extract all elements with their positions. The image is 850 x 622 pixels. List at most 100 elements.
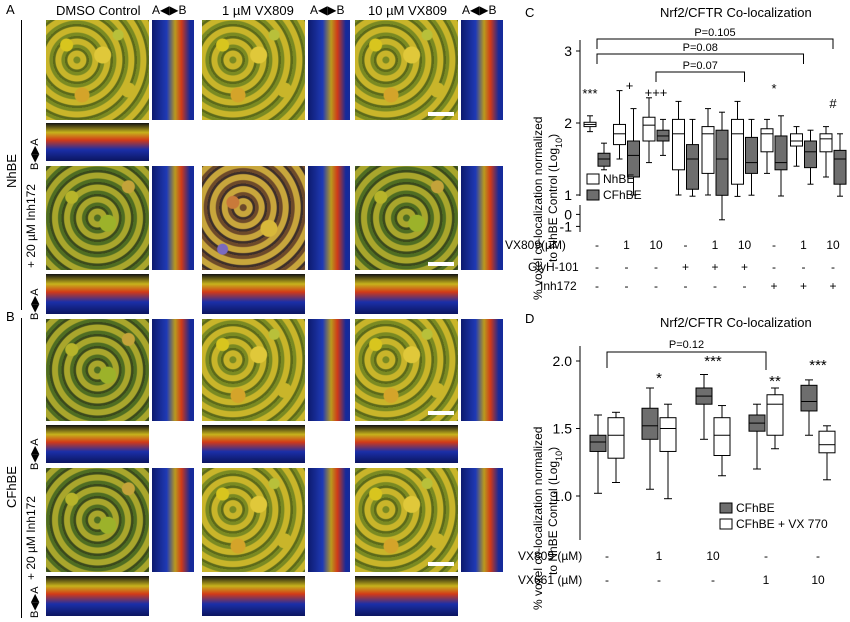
chart-c-inh172-label: -: [654, 279, 658, 293]
panel-letter-c: C: [525, 5, 534, 20]
chart-c-inh172-label: -: [684, 279, 688, 293]
scale-bar: [428, 411, 454, 415]
chart-c-legend-swatch: [586, 173, 600, 185]
chart-c-vx809-label: 1: [712, 238, 719, 252]
chart-d-vx809-label: 10: [706, 549, 720, 563]
chart-d-row-label-vx661: VX661 (µM): [518, 573, 582, 587]
chart-c-inh172-label: -: [713, 279, 717, 293]
micrograph-cfhbe-dmso: [46, 319, 149, 421]
chart-c-significance-mark: #: [829, 96, 837, 111]
chart-c-row-label-inh172: Inh172: [540, 279, 577, 293]
chart-d-vx770-box-1-box: [659, 417, 677, 452]
chart-c-cfhbe-box-1-box: [627, 140, 640, 178]
chart-c-bracket: [655, 71, 745, 82]
xz-section-cfhbe-10um: [355, 425, 458, 463]
chart-d-ylabel-line2: to NhBE Control (Log10): [546, 447, 564, 575]
micrograph-cfhbe-inh-1um: [202, 468, 305, 572]
chart-d-bracket: [606, 351, 767, 370]
yz-section-cfhbe-1um: [308, 319, 350, 421]
group-bracket-nhbe: [21, 20, 22, 310]
chart-c-significance-mark: +++: [645, 85, 668, 100]
panel-letter-b: B: [6, 309, 15, 324]
chart-c-inh172-label: +: [829, 279, 836, 293]
chart-c-inh172-label: +: [800, 279, 807, 293]
ylabel-text: ): [546, 447, 560, 451]
chart-d-row-label-vx809: VX809 (µM): [518, 549, 582, 563]
micrograph-cfhbe-10um: [355, 319, 458, 421]
chart-d-y-tick-label: 1.0: [553, 488, 573, 504]
chart-c-significance-mark: +: [626, 78, 634, 93]
chart-d-bracket-label: P=0.12: [669, 339, 704, 351]
yz-section-cfhbe-10um: [461, 319, 503, 421]
yz-section-cfhbe-inh-1um: [308, 468, 350, 572]
chart-d-vx770-box-2-box: [713, 417, 731, 457]
ylabel-subscript: 10: [554, 451, 564, 461]
chart-d-vx661-label: -: [657, 573, 661, 587]
chart-c-y-tick-label: 0: [564, 206, 572, 222]
chart-c-glyh-label: -: [802, 260, 806, 274]
column-label-dmso: DMSO Control: [56, 3, 141, 18]
chart-d-vx770-box-0-box: [607, 417, 625, 459]
yz-section-nhbe-inh-10um: [461, 166, 503, 270]
xz-section-cfhbe-inh-1um: [202, 576, 305, 616]
chart-c-y-tick-label: 2: [564, 115, 572, 131]
chart-c-y-tick-label: 3: [564, 43, 572, 59]
chart-c-vx809-label: -: [772, 238, 776, 252]
chart-c-vx809-label: 1: [800, 238, 807, 252]
chart-c-vx809-label: -: [595, 238, 599, 252]
ylabel-text: to NhBE Control (Log: [546, 461, 560, 575]
ylabel-subscript: 10: [554, 138, 564, 148]
chart-d-legend-swatch: [719, 502, 733, 514]
chart-c-glyh-label: -: [625, 260, 629, 274]
micrograph-cfhbe-inh-dmso: [46, 468, 149, 572]
chart-c-nhbe-box-1-box: [613, 123, 626, 146]
chart-c-nhbe-box-7-box: [790, 133, 803, 147]
chart-c-y-tick-label: -1: [560, 218, 573, 234]
chart-c-glyh-label: +: [682, 260, 689, 274]
axis-label-ab-3: A◀▶B: [462, 3, 497, 17]
chart-d-ylabel-line1: % voxel co-localization normalized: [531, 427, 545, 610]
xz-section-cfhbe-dmso: [46, 425, 149, 463]
chart-c-ylabel-line1: % voxel co-localization normalized: [531, 117, 545, 300]
chart-d-significance-mark: ***: [809, 357, 827, 374]
micrograph-nhbe-inh-1um: [202, 166, 305, 270]
group-bracket-cfhbe: [21, 318, 22, 618]
chart-d-vx661-label: 1: [763, 573, 770, 587]
yz-section-nhbe-inh-dmso: [152, 166, 194, 270]
chart-c-ylabel-line2: to NhBE Control (Log10): [546, 134, 564, 262]
chart-d-vx809-label: -: [764, 549, 768, 563]
chart-c-nhbe-box-4-box: [701, 126, 715, 174]
ylabel-text: to NhBE Control (Log: [546, 148, 560, 262]
chart-c-vx809-label: 10: [649, 238, 663, 252]
xz-section-cfhbe-inh-dmso: [46, 576, 149, 616]
chart-c-cfhbe-box-7-box: [804, 140, 817, 169]
column-label-10um: 10 µM VX809: [368, 3, 448, 18]
chart-d-legend-swatch: [719, 518, 733, 530]
chart-d-legend-label: CFhBE: [736, 501, 775, 515]
chart-c-nhbe-box-8-box: [819, 133, 833, 153]
xz-section-nhbe-inh-1um: [202, 274, 305, 314]
micrograph-cfhbe-inh-10um: [355, 468, 458, 572]
chart-c-cfhbe-box-8-box: [833, 149, 847, 185]
chart-c-significance-mark: *: [771, 81, 776, 96]
xz-section-nhbe-dmso: [46, 123, 149, 161]
yz-section-nhbe-inh-1um: [308, 166, 350, 270]
chart-c-glyh-label: +: [711, 260, 718, 274]
micrograph-nhbe-10um: [355, 20, 458, 120]
xz-section-cfhbe-inh-10um: [355, 576, 458, 616]
axis-label-ab-1: A◀▶B: [152, 3, 187, 17]
micrograph-nhbe-inh-10um: [355, 166, 458, 270]
chart-c-bracket-label: P=0.08: [683, 42, 718, 54]
chart-c-significance-mark: ***: [582, 86, 597, 101]
chart-c-cfhbe-box-4-box: [715, 129, 729, 196]
xz-section-nhbe-inh-dmso: [46, 274, 149, 314]
chart-c-cfhbe-box-6-box: [774, 135, 788, 171]
chart-c-cfhbe-box-5-box: [745, 136, 758, 174]
axis-label-ab-2: A◀▶B: [310, 3, 345, 17]
chart-c-nhbe-box-6-box: [760, 128, 774, 153]
xz-section-nhbe-inh-10um: [355, 274, 458, 314]
chart-c-inh172-label: +: [770, 279, 777, 293]
chart-c-bracket-label: P=0.07: [683, 60, 718, 72]
ylabel-text: ): [546, 134, 560, 138]
